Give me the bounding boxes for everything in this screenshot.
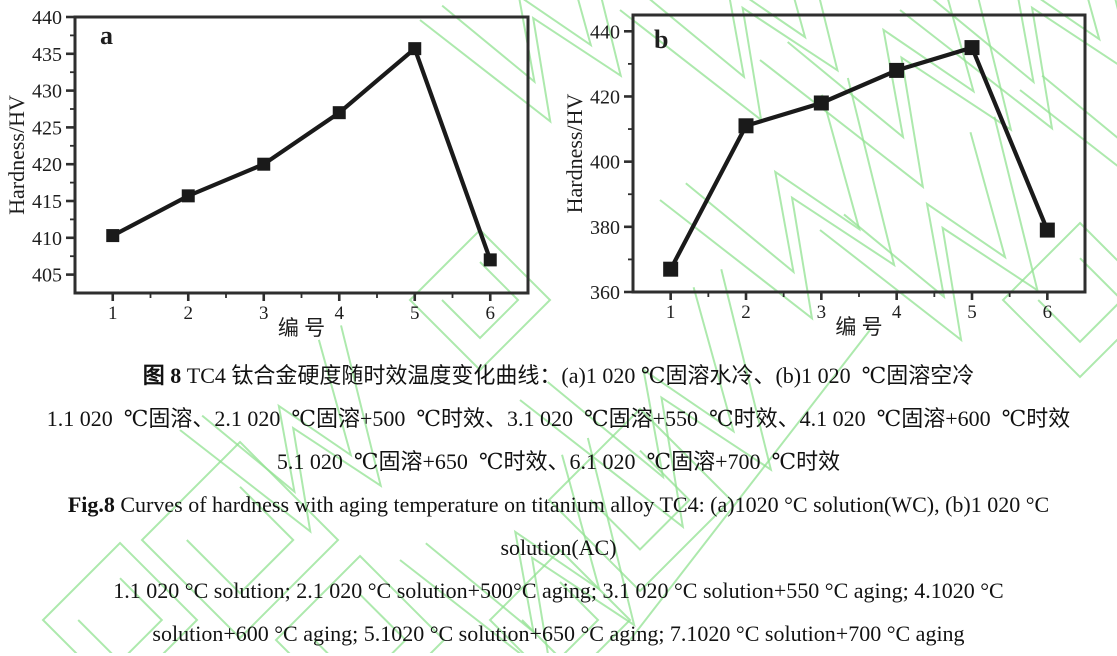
x-axis-label: 编 号 (835, 315, 882, 339)
data-point-marker (181, 189, 195, 203)
x-axis-tick-label: 1 (666, 302, 676, 323)
data-point-marker (813, 95, 829, 111)
caption-line-zh-legend-2: 5.1 020 ℃固溶+650 ℃时效、6.1 020 ℃固溶+700 ℃时效 (0, 440, 1117, 483)
plot-border (73, 15, 530, 295)
data-point-marker (257, 157, 271, 171)
caption-line-zh-title: 图 8 TC4 钛合金硬度随时效温度变化曲线：(a)1 020 ℃固溶水冷、(b… (0, 354, 1117, 397)
caption-line-en-legend-2: solution+600 °C aging; 5.1020 °C solutio… (0, 612, 1117, 655)
y-axis-tick-label: 405 (32, 265, 62, 287)
caption-zh-title-text: TC4 钛合金硬度随时效温度变化曲线：(a)1 020 ℃固溶水冷、(b)1 0… (181, 363, 975, 388)
y-axis-tick-label: 400 (590, 152, 620, 174)
caption-line-en-legend-1: 1.1 020 °C solution; 2.1 020 °C solution… (0, 569, 1117, 612)
x-axis-tick-label: 6 (1043, 302, 1053, 323)
y-axis-label: Hardness/HV (4, 95, 29, 215)
y-axis-label: Hardness/HV (562, 94, 587, 214)
y-axis-tick-label: 380 (590, 217, 620, 239)
data-point-marker (1039, 222, 1055, 238)
x-axis-tick-label: 2 (741, 302, 751, 323)
series-line (668, 45, 1050, 271)
x-axis-label: 编 号 (278, 316, 325, 340)
caption-zh-fig-number: 图 8 (142, 363, 182, 388)
y-axis-tick-label: 360 (590, 282, 620, 304)
data-point-marker (964, 40, 980, 56)
x-axis-tick-label: 6 (486, 303, 496, 324)
x-axis-tick-label: 3 (259, 303, 269, 324)
y-axis-tick-label: 420 (590, 86, 620, 108)
series-line (111, 45, 493, 261)
x-axis-tick-label: 4 (892, 302, 902, 323)
x-axis-tick-label: 3 (817, 302, 827, 323)
caption-zh-legend-2-text: 5.1 020 ℃固溶+650 ℃时效、6.1 020 ℃固溶+700 ℃时效 (276, 449, 841, 474)
caption-en-legend-1-text: 1.1 020 °C solution; 2.1 020 °C solution… (113, 578, 1004, 603)
y-axis-tick-label: 440 (32, 7, 62, 29)
caption-en-fig-number: Fig.8 (67, 492, 115, 517)
panel-label: a (100, 21, 113, 50)
watermark-diagonal-line (630, 330, 870, 640)
x-axis-tick-label: 1 (108, 303, 118, 324)
x-axis-tick-label: 2 (184, 303, 194, 324)
data-point-marker (408, 42, 422, 56)
data-point-marker (106, 229, 120, 243)
x-axis-tick-label: 5 (967, 302, 977, 323)
chart-b: 360 380 400 420 440 1 2 3 4 5 6 编 号 Hardness/HV b (562, 13, 1087, 339)
caption-line-zh-legend-1: 1.1 020 ℃固溶、2.1 020 ℃固溶+500 ℃时效、3.1 020 … (0, 397, 1117, 440)
y-axis-tick-label: 410 (32, 228, 62, 250)
y-axis-tick-label: 440 (590, 21, 620, 43)
x-axis-tick-label: 5 (410, 303, 420, 324)
y-axis-tick-label: 430 (32, 81, 62, 103)
caption-en-legend-2-text: solution+600 °C aging; 5.1020 °C solutio… (152, 621, 965, 646)
panel-label: b (654, 25, 668, 54)
data-point-marker (663, 261, 679, 277)
data-point-marker (738, 118, 754, 134)
caption-zh-legend-1-text: 1.1 020 ℃固溶、2.1 020 ℃固溶+500 ℃时效、3.1 020 … (46, 406, 1071, 431)
caption-en-title-2-text: solution(AC) (500, 535, 617, 560)
data-point-marker (483, 253, 497, 267)
y-axis-tick-label: 415 (32, 191, 62, 213)
caption-line-en-title: Fig.8 Curves of hardness with aging temp… (0, 483, 1117, 526)
chart-a: 405 410 415 420 425 430 435 440 1 2 3 4 5 6 编 号 Hardnes… (4, 7, 530, 340)
y-axis-tick-label: 425 (32, 117, 62, 139)
data-point-marker (889, 62, 905, 78)
y-axis-tick-label: 435 (32, 44, 62, 66)
data-point-marker (332, 106, 346, 120)
y-axis-tick-label: 420 (32, 154, 62, 176)
figure-caption: 图 8 TC4 钛合金硬度随时效温度变化曲线：(a)1 020 ℃固溶水冷、(b… (0, 354, 1117, 655)
caption-line-en-title-2: solution(AC) (0, 526, 1117, 569)
caption-en-title-text: Curves of hardness with aging temperatur… (114, 492, 1050, 517)
x-axis-tick-label: 4 (335, 303, 345, 324)
